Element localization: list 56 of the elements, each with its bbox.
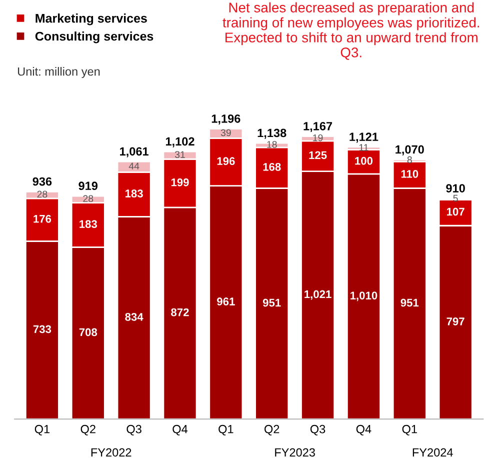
total-label: 1,070 [396,145,424,156]
total-label: 919 [78,182,98,190]
data-label: 28 [37,190,48,198]
data-label: 797 [446,317,464,326]
total-label: 1,121 [350,132,378,143]
data-label: 31 [174,151,185,158]
data-label: 183 [125,190,143,198]
data-label: 708 [79,328,98,336]
data-label: 1,021 [304,290,332,300]
data-label: 100 [355,156,373,165]
data-label: 39 [220,129,231,136]
x-tick-label: Q3 [310,424,326,436]
data-label: 107 [446,208,464,216]
legend-label: Consulting services [35,31,154,44]
data-label: 28 [83,195,94,202]
data-label: 834 [125,312,144,321]
x-tick-label: Q2 [80,424,96,436]
x-tick-label: Q3 [126,424,142,436]
data-label: 125 [309,151,327,160]
data-label: 19 [313,134,323,142]
data-label: 196 [217,157,235,166]
x-tick-label: Q4 [172,424,188,436]
data-label: 8 [407,156,412,164]
data-label: 5 [453,194,458,202]
total-label: 1,061 [120,147,148,158]
data-label: 18 [267,141,277,148]
x-tick-label: Q1 [402,424,417,436]
text: FY2022 [91,448,132,457]
x-tick-label: Q2 [264,424,280,436]
x-tick-label: Q1 [34,424,50,436]
text: FY2023 [275,448,315,457]
data-label: 872 [171,308,189,316]
total-label: 936 [32,177,52,186]
text: Net sales decreased as preparation and training of new employees was prioritized. Expected to shift to an upward trend from Q3. [222,2,480,60]
total-label: 1,167 [304,122,332,132]
data-label: 961 [217,298,235,306]
data-label: 183 [80,220,97,228]
x-tick-label: Q4 [356,424,372,436]
data-label: 11 [359,144,368,151]
total-label: 910 [446,184,465,192]
data-label: 168 [263,162,281,171]
data-label: 44 [128,162,140,170]
data-label: 176 [34,214,52,223]
data-label: 733 [33,325,52,334]
text: Unit: million yen [18,67,100,78]
total-label: 1,138 [258,128,286,139]
total-label: 1,196 [212,114,240,125]
data-label: 1,010 [350,292,378,302]
data-label: 110 [401,170,418,178]
data-label: 199 [171,178,189,186]
data-label: 951 [262,298,281,307]
x-tick-label: Q1 [218,424,234,436]
legend-label: Marketing services [36,14,147,26]
total-label: 1,102 [166,137,194,148]
data-label: 951 [400,298,419,307]
text: FY2024 [412,448,453,457]
